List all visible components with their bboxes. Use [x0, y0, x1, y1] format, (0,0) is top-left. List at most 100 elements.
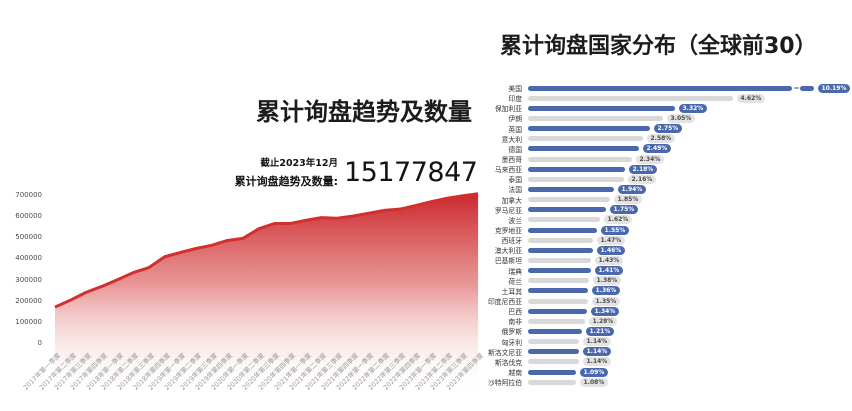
bar: [528, 95, 733, 101]
country-label: 罗马尼亚: [494, 206, 522, 215]
bar: [528, 298, 588, 304]
bar-row: 西班牙 1.47%: [458, 235, 850, 245]
value-badge: 1.21%: [586, 326, 614, 336]
bar: [528, 176, 624, 182]
y-tick-label: 100000: [15, 317, 42, 326]
country-label: 马来西亚: [494, 166, 522, 175]
bar: [528, 268, 591, 274]
bar: [528, 257, 591, 263]
value-badge: 1.08%: [580, 377, 608, 387]
country-label: 匈牙利: [501, 338, 522, 347]
bar-row: 加拿大 1.85%: [458, 195, 850, 205]
broken-bar: [528, 85, 814, 91]
value-badge: 1.35%: [592, 296, 620, 306]
bar: [528, 349, 579, 355]
bar: [528, 197, 610, 203]
value-badge: 2.49%: [643, 144, 671, 154]
value-badge: 1.41%: [595, 266, 623, 276]
country-label: 巴基斯坦: [494, 257, 522, 266]
bar: [528, 339, 579, 345]
bar-row: 法国 1.94%: [458, 184, 850, 194]
y-tick-label: 0: [37, 339, 42, 347]
country-label: 保加利亚: [494, 105, 522, 114]
value-badge: 1.43%: [595, 255, 623, 265]
area-fill: [55, 193, 479, 395]
bar-row: 墨西哥 2.34%: [458, 154, 850, 164]
country-label: 瑞典: [508, 267, 522, 276]
bar-row: 保加利亚 3.32%: [458, 103, 850, 113]
bar: [528, 207, 606, 213]
bar: [528, 318, 585, 324]
y-tick-label: 200000: [15, 296, 42, 305]
bar-row: 罗马尼亚 1.75%: [458, 205, 850, 215]
stat-labels: 截止2023年12月 累计询盘趋势及数量:: [196, 155, 338, 189]
bar: [528, 288, 588, 294]
bar: [528, 237, 593, 243]
bar: [528, 146, 639, 152]
left-chart-title: 累计询盘趋势及数量: [256, 98, 472, 126]
bar-row: 印度 4.62%: [458, 93, 850, 103]
value-badge: 1.75%: [610, 205, 638, 215]
value-badge: 4.62%: [737, 93, 765, 103]
bar-row: 印度尼西亚 1.35%: [458, 296, 850, 306]
country-label: 俄罗斯: [501, 328, 522, 337]
country-label: 加拿大: [501, 196, 522, 205]
value-badge: 2.16%: [628, 174, 656, 184]
bar: [528, 227, 597, 233]
bar: [528, 247, 593, 253]
country-label: 波兰: [508, 216, 522, 225]
value-badge: 2.58%: [647, 134, 675, 144]
bar: [528, 278, 589, 284]
bar-row: 澳大利亚 1.46%: [458, 245, 850, 255]
country-label: 美国: [508, 85, 522, 94]
value-badge: 3.05%: [667, 113, 695, 123]
country-label: 墨西哥: [501, 156, 522, 165]
bar: [528, 308, 587, 314]
bar-row: 匈牙利 1.14%: [458, 337, 850, 347]
value-badge: 1.28%: [589, 316, 617, 326]
value-badge: 1.34%: [591, 306, 619, 316]
y-tick-label: 500000: [15, 233, 42, 242]
bar-row: 瑞典 1.41%: [458, 266, 850, 276]
right-chart-title: 累计询盘国家分布（全球前30）: [500, 34, 817, 59]
bar-row: 土耳其 1.36%: [458, 286, 850, 296]
bar-row: 巴西 1.34%: [458, 306, 850, 316]
country-label: 越南: [508, 369, 522, 377]
country-label: 德国: [508, 145, 522, 154]
country-label: 斯洛文尼亚: [488, 348, 522, 357]
value-badge: 1.47%: [597, 235, 625, 245]
axis-break-icon: [793, 87, 799, 89]
total-inquiries-value: 15177847: [344, 157, 478, 188]
bar-row: 马来西亚 2.18%: [458, 164, 850, 174]
value-badge: 2.75%: [654, 124, 682, 134]
bar-row: 泰国 2.16%: [458, 174, 850, 184]
country-label: 巴西: [508, 308, 522, 317]
bar-row: 南非 1.28%: [458, 316, 850, 326]
bar-row: 荷兰 1.38%: [458, 276, 850, 286]
value-badge: 2.34%: [636, 154, 664, 164]
bar: [528, 328, 582, 334]
country-label: 英国: [508, 125, 522, 134]
bar: [528, 186, 614, 192]
value-badge: 1.14%: [583, 337, 611, 347]
country-label: 意大利: [501, 135, 522, 144]
value-badge: 1.38%: [593, 276, 621, 286]
bar-row: 沙特阿拉伯 1.08%: [458, 377, 850, 387]
bar-row: 越南 1.09%: [458, 367, 850, 377]
value-badge: 1.46%: [597, 245, 625, 255]
country-label: 南非: [508, 318, 522, 327]
country-label: 土耳其: [501, 287, 522, 296]
bar-row: 意大利 2.58%: [458, 134, 850, 144]
bar-segment: [800, 85, 814, 91]
bar-row: 斯洛伐克 1.14%: [458, 357, 850, 367]
country-label: 印度: [508, 95, 522, 104]
bar-row: 俄罗斯 1.21%: [458, 326, 850, 336]
country-label: 印度尼西亚: [488, 298, 522, 307]
asof-date-label: 截止2023年12月: [260, 158, 338, 169]
y-tick-label: 300000: [15, 275, 42, 284]
bar: [528, 379, 576, 385]
bar-row: 德国 2.49%: [458, 144, 850, 154]
bar-row: 英国 2.75%: [458, 124, 850, 134]
bar-row: 波兰 1.62%: [458, 215, 850, 225]
